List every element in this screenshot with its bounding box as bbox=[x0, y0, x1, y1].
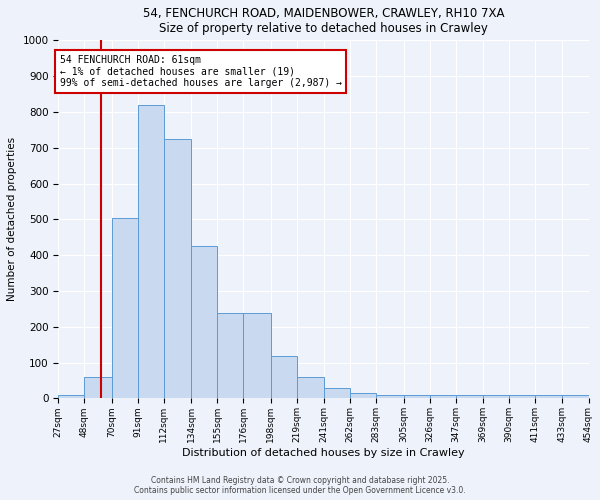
Bar bbox=[455, 395, 483, 398]
X-axis label: Distribution of detached houses by size in Crawley: Distribution of detached houses by size … bbox=[182, 448, 465, 458]
Bar bbox=[376, 395, 404, 398]
Bar bbox=[138, 105, 164, 399]
Bar bbox=[58, 395, 85, 398]
Text: 54 FENCHURCH ROAD: 61sqm
← 1% of detached houses are smaller (19)
99% of semi-de: 54 FENCHURCH ROAD: 61sqm ← 1% of detache… bbox=[59, 54, 341, 88]
Bar bbox=[430, 395, 455, 398]
Bar bbox=[217, 312, 244, 398]
Bar bbox=[271, 356, 297, 399]
Bar bbox=[350, 393, 376, 398]
Bar bbox=[297, 377, 324, 398]
Bar bbox=[164, 139, 191, 398]
Bar bbox=[191, 246, 217, 398]
Bar bbox=[509, 395, 535, 398]
Y-axis label: Number of detached properties: Number of detached properties bbox=[7, 138, 17, 302]
Bar bbox=[404, 395, 430, 398]
Text: Contains HM Land Registry data © Crown copyright and database right 2025.
Contai: Contains HM Land Registry data © Crown c… bbox=[134, 476, 466, 495]
Bar bbox=[85, 377, 112, 398]
Bar bbox=[244, 312, 271, 398]
Bar bbox=[324, 388, 350, 398]
Bar bbox=[562, 395, 589, 398]
Title: 54, FENCHURCH ROAD, MAIDENBOWER, CRAWLEY, RH10 7XA
Size of property relative to : 54, FENCHURCH ROAD, MAIDENBOWER, CRAWLEY… bbox=[143, 7, 504, 35]
Bar bbox=[483, 395, 509, 398]
Bar bbox=[535, 395, 562, 398]
Bar bbox=[112, 218, 138, 398]
